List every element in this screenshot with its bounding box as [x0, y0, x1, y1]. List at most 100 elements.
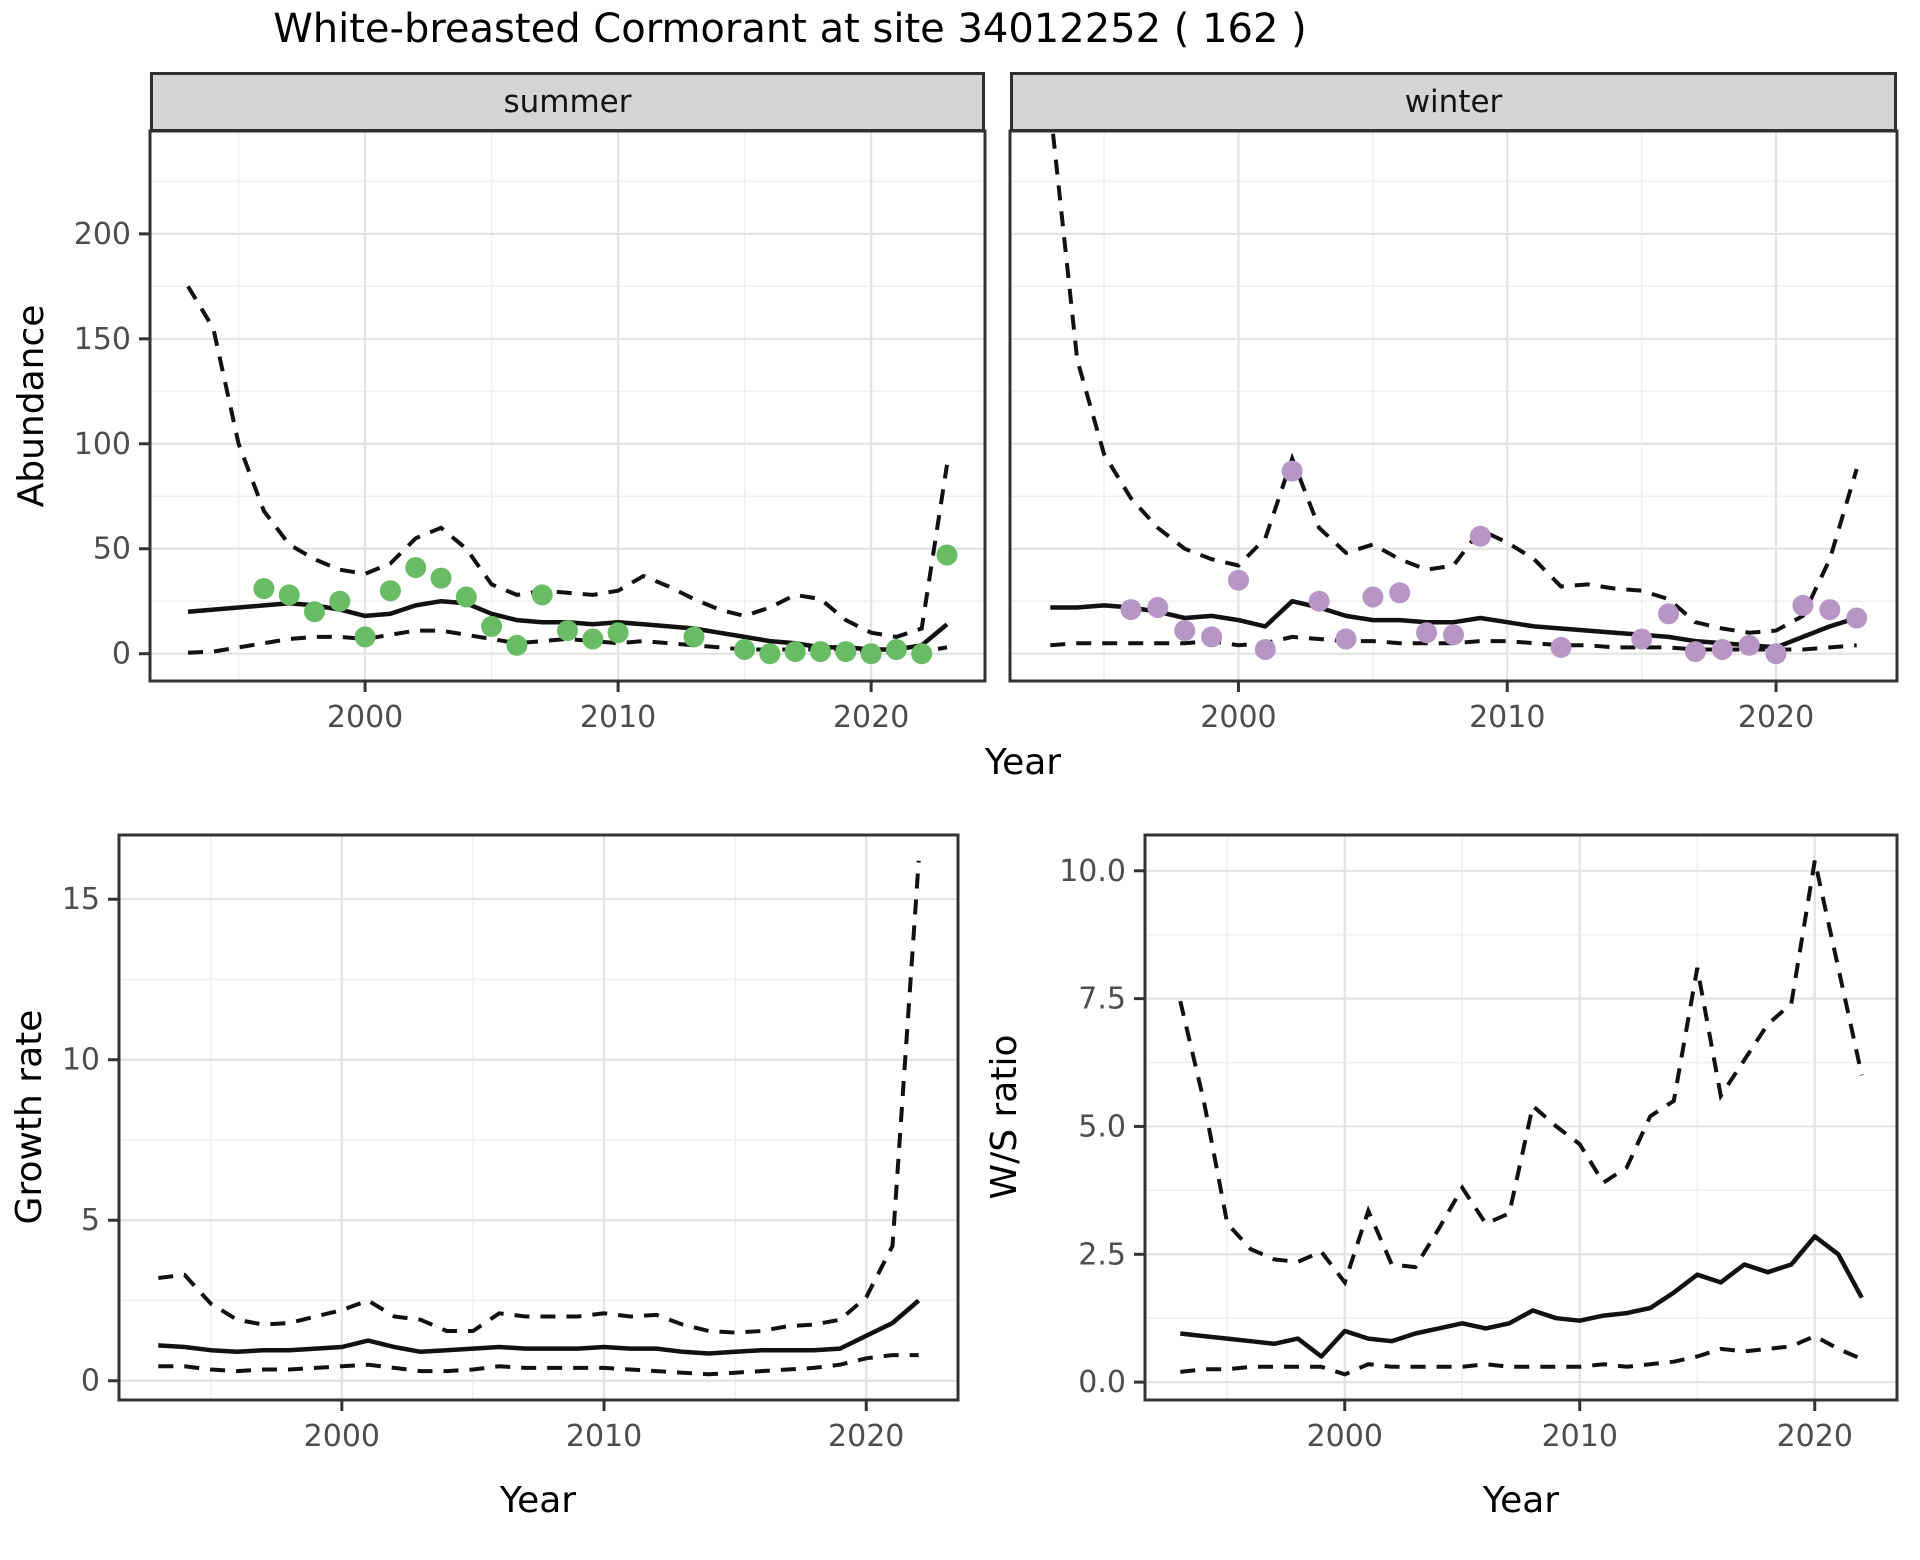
lower-ci-line: [1180, 1333, 1863, 1377]
observed-point: [1389, 582, 1411, 604]
facet-strip-summer: summer: [150, 72, 985, 132]
y-tick-label: 10.0: [1059, 854, 1126, 889]
x-tick-label: 2000: [1307, 1419, 1383, 1454]
observed-point: [1469, 525, 1491, 547]
fit-line: [158, 1298, 921, 1356]
observed-point: [1792, 594, 1814, 616]
observed-point: [430, 567, 452, 589]
observed-point: [1254, 639, 1276, 660]
observed-point: [683, 626, 705, 648]
observed-point: [1443, 624, 1464, 646]
fit-line: [1180, 1234, 1864, 1359]
x-axis-title-year-bottom-right: Year: [1482, 1480, 1560, 1521]
y-tick-label: 100: [74, 427, 131, 462]
x-tick-label: 2010: [566, 1419, 642, 1454]
x-tick-label: 2020: [828, 1419, 904, 1454]
x-tick-label: 2000: [327, 700, 403, 735]
observed-point: [1174, 620, 1196, 642]
observed-point: [582, 628, 604, 650]
observed-point: [1658, 603, 1679, 625]
observed-point: [936, 544, 958, 566]
observed-point: [1362, 586, 1384, 608]
observed-point: [1308, 590, 1330, 612]
x-tick-label: 2020: [1738, 700, 1814, 735]
y-tick-label: 0: [112, 637, 131, 672]
observed-point: [1550, 636, 1572, 658]
series-growth-rate: [158, 860, 921, 1377]
y-tick-label: 5: [81, 1203, 100, 1238]
observed-point: [379, 580, 401, 602]
y-tick-label: 150: [74, 322, 131, 357]
observed-point: [885, 639, 907, 660]
observed-point: [329, 590, 351, 612]
panel-ws-ratio: 2000 2010 2020 0.0 2.5 5.0 7.5 10.0: [1059, 833, 1899, 1454]
observed-point: [1631, 628, 1653, 650]
observed-point: [557, 620, 578, 642]
observed-point: [455, 586, 477, 608]
observed-point: [354, 626, 376, 648]
observed-point: [1228, 569, 1249, 591]
panel-abundance-winter: 2000 2010 2020: [1008, 129, 1899, 735]
y-tick-label: 5.0: [1078, 1109, 1126, 1144]
observed-point: [1711, 639, 1733, 660]
panel-growth-rate: 2000 2010 2020 0 5 10 15: [62, 833, 960, 1454]
observed-point: [481, 615, 503, 637]
upper-ci-line: [1050, 131, 1859, 635]
observed-point: [1819, 599, 1841, 621]
observed-point: [1684, 641, 1706, 663]
x-axis-title-year-bottom-left: Year: [499, 1480, 577, 1521]
observed-point: [1765, 643, 1787, 665]
x-axis-title-year-top: Year: [984, 742, 1062, 783]
panel-abundance-summer: 2000 2010 2020 0 50 100 150 200: [74, 129, 987, 735]
lower-ci-line: [158, 1353, 919, 1377]
y-tick-label: 15: [62, 882, 100, 917]
series-ws-ratio: [1178, 860, 1864, 1377]
y-tick-label: 50: [93, 532, 131, 567]
observed-point: [784, 641, 806, 663]
observed-point: [1416, 622, 1438, 644]
observed-point: [810, 641, 831, 663]
y-tick-label: 200: [74, 217, 131, 252]
observed-point: [911, 643, 933, 665]
observed-point: [1147, 597, 1169, 618]
facet-label-winter: winter: [1404, 84, 1503, 120]
x-tick-label: 2010: [1469, 700, 1545, 735]
facet-label-summer: summer: [503, 84, 632, 120]
y-tick-label: 0: [81, 1364, 100, 1399]
series-abundance-summer: [186, 285, 958, 665]
observed-point: [1846, 607, 1868, 629]
observed-point: [1738, 634, 1760, 656]
x-tick-label: 2010: [1542, 1419, 1618, 1454]
y-tick-label: 0.0: [1078, 1365, 1126, 1400]
upper-ci-line: [158, 860, 921, 1335]
y-tick-label: 10: [62, 1043, 100, 1078]
observed-point: [531, 584, 553, 606]
observed-point: [1281, 460, 1303, 482]
observed-point: [1335, 628, 1357, 650]
x-tick-label: 2010: [580, 700, 656, 735]
x-tick-label: 2020: [1777, 1419, 1853, 1454]
x-tick-label: 2000: [304, 1419, 380, 1454]
observed-point: [1201, 626, 1223, 648]
x-tick-label: 2000: [1200, 700, 1276, 735]
series-abundance-winter: [1050, 131, 1868, 665]
facet-strip-winter: winter: [1010, 72, 1897, 132]
observed-point: [734, 639, 756, 660]
y-axis-title-growth-rate: Growth rate: [9, 1009, 50, 1225]
observed-point: [835, 641, 857, 663]
x-tick-label: 2020: [833, 700, 909, 735]
observed-point: [759, 643, 781, 665]
chart-title: White-breasted Cormorant at site 3401225…: [273, 6, 1307, 52]
upper-ci-line: [1178, 860, 1864, 1287]
upper-ci-line: [186, 285, 949, 639]
y-axis-title-abundance: Abundance: [11, 304, 52, 508]
observed-point: [304, 601, 325, 623]
y-tick-label: 2.5: [1078, 1237, 1126, 1272]
observed-point: [607, 622, 629, 644]
observed-point: [1120, 599, 1142, 621]
y-axis-title-ws-ratio: W/S ratio: [984, 1034, 1025, 1200]
observed-point: [506, 634, 528, 656]
observed-point: [405, 557, 427, 579]
